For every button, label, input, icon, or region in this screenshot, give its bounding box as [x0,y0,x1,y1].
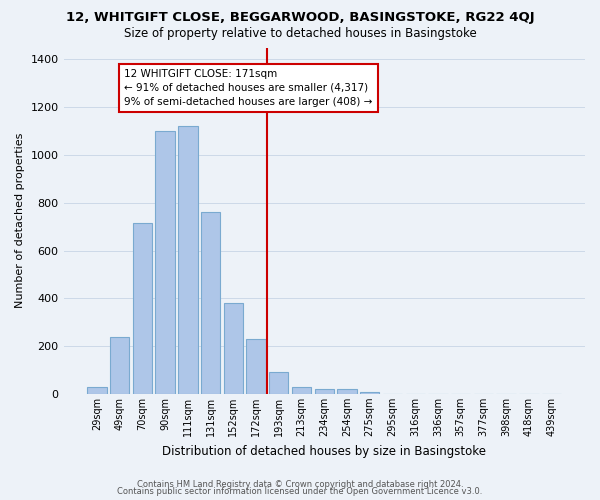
Bar [360,392,379,394]
Bar [337,389,356,394]
Text: 12, WHITGIFT CLOSE, BEGGARWOOD, BASINGSTOKE, RG22 4QJ: 12, WHITGIFT CLOSE, BEGGARWOOD, BASINGST… [65,12,535,24]
Text: Contains HM Land Registry data © Crown copyright and database right 2024.: Contains HM Land Registry data © Crown c… [137,480,463,489]
Bar [292,386,311,394]
Bar [201,212,220,394]
Bar [87,386,107,394]
Text: Size of property relative to detached houses in Basingstoke: Size of property relative to detached ho… [124,28,476,40]
Bar [133,223,152,394]
Y-axis label: Number of detached properties: Number of detached properties [15,133,25,308]
Bar [110,336,130,394]
Text: 12 WHITGIFT CLOSE: 171sqm
← 91% of detached houses are smaller (4,317)
9% of sem: 12 WHITGIFT CLOSE: 171sqm ← 91% of detac… [124,69,373,107]
Bar [155,131,175,394]
Text: Contains public sector information licensed under the Open Government Licence v3: Contains public sector information licen… [118,487,482,496]
Bar [269,372,289,394]
Bar [314,389,334,394]
Bar [178,126,197,394]
Bar [224,303,243,394]
X-axis label: Distribution of detached houses by size in Basingstoke: Distribution of detached houses by size … [162,444,486,458]
Bar [247,339,266,394]
